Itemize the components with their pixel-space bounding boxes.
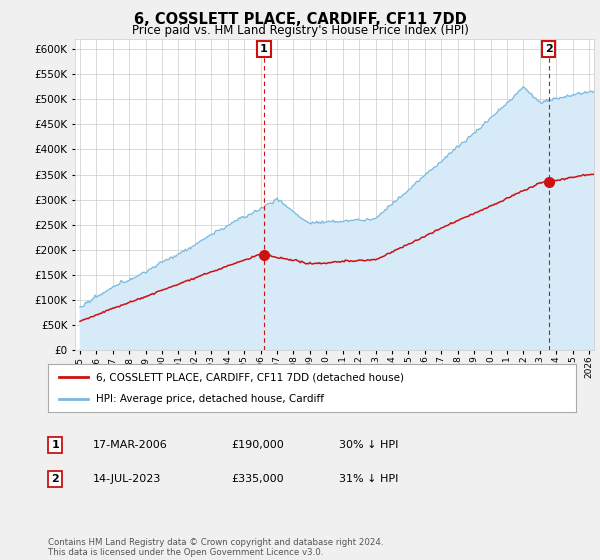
Text: 1: 1 bbox=[52, 440, 59, 450]
Text: 14-JUL-2023: 14-JUL-2023 bbox=[93, 474, 161, 484]
Text: 2: 2 bbox=[545, 44, 553, 54]
Text: Price paid vs. HM Land Registry's House Price Index (HPI): Price paid vs. HM Land Registry's House … bbox=[131, 24, 469, 36]
Text: Contains HM Land Registry data © Crown copyright and database right 2024.
This d: Contains HM Land Registry data © Crown c… bbox=[48, 538, 383, 557]
Text: HPI: Average price, detached house, Cardiff: HPI: Average price, detached house, Card… bbox=[95, 394, 323, 404]
Text: 1: 1 bbox=[260, 44, 268, 54]
Text: 2: 2 bbox=[52, 474, 59, 484]
Text: 30% ↓ HPI: 30% ↓ HPI bbox=[339, 440, 398, 450]
Text: 31% ↓ HPI: 31% ↓ HPI bbox=[339, 474, 398, 484]
Text: 6, COSSLETT PLACE, CARDIFF, CF11 7DD: 6, COSSLETT PLACE, CARDIFF, CF11 7DD bbox=[134, 12, 466, 27]
Text: 6, COSSLETT PLACE, CARDIFF, CF11 7DD (detached house): 6, COSSLETT PLACE, CARDIFF, CF11 7DD (de… bbox=[95, 372, 404, 382]
Text: 17-MAR-2006: 17-MAR-2006 bbox=[93, 440, 168, 450]
Text: £335,000: £335,000 bbox=[231, 474, 284, 484]
Text: £190,000: £190,000 bbox=[231, 440, 284, 450]
